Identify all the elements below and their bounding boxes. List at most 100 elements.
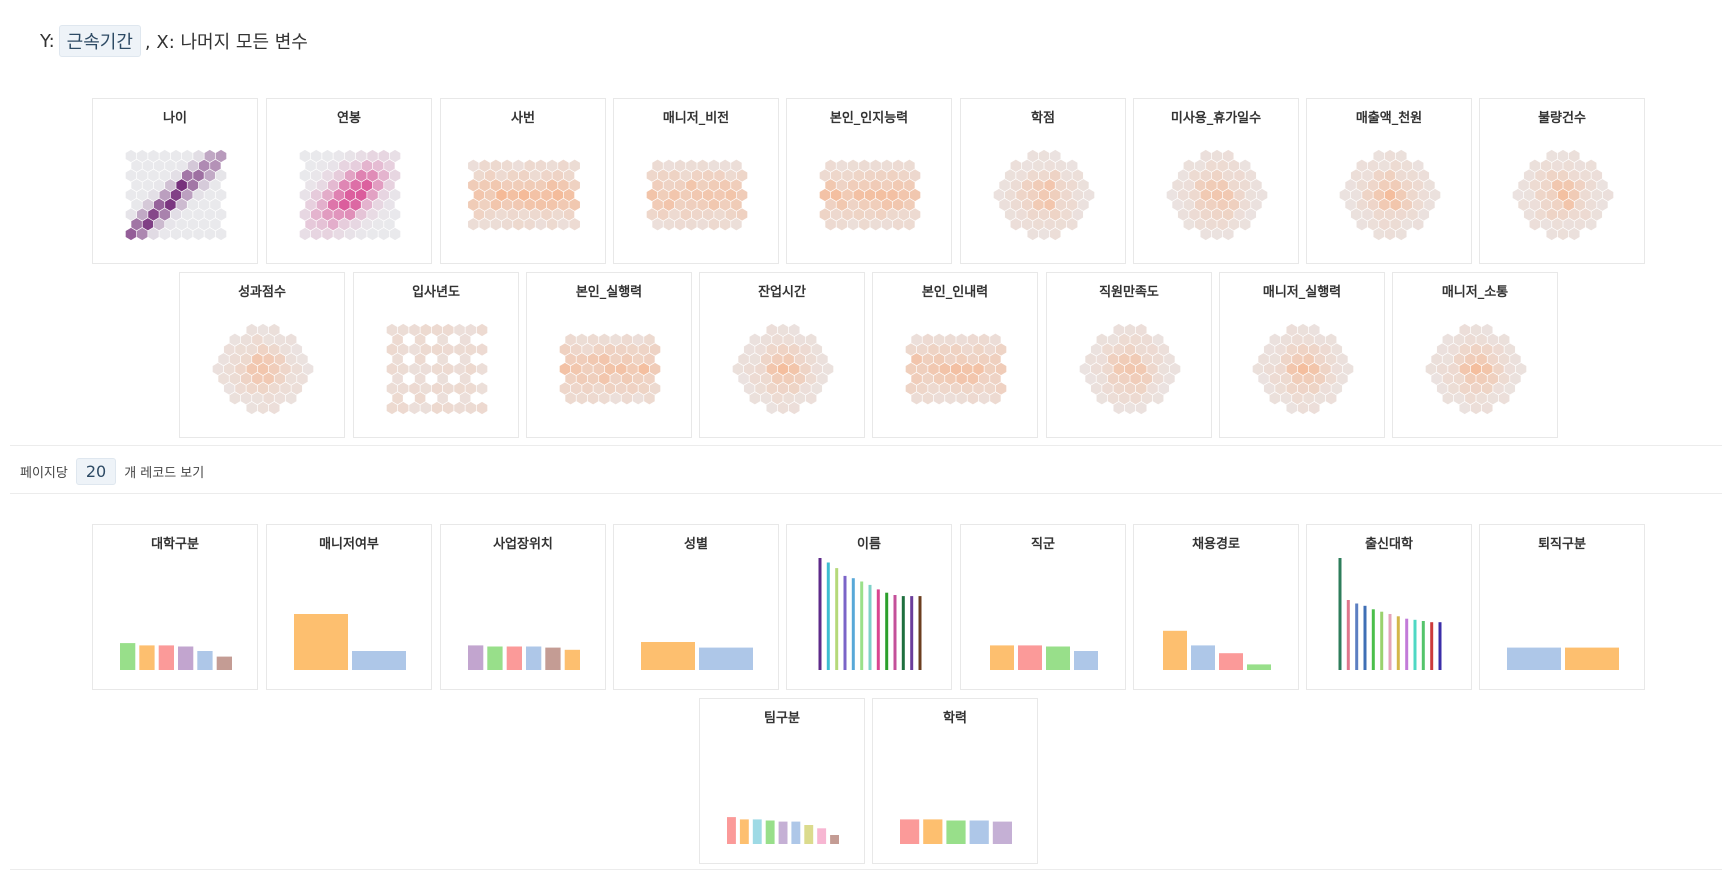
hexbin-chart-perf: 성과점수	[179, 272, 345, 438]
hexbin-plot	[1166, 149, 1268, 241]
hexbin-cell	[274, 353, 286, 366]
hexbin-cell	[1130, 372, 1141, 385]
hexbin-cell	[333, 149, 345, 163]
page-size-suffix: 개 레코드 보기	[124, 465, 205, 481]
hexbin-cell	[772, 392, 783, 405]
hexbin-cell	[1286, 323, 1298, 337]
hexbin-cell	[1194, 198, 1206, 211]
hexbin-cell	[621, 372, 633, 385]
hexbin-cell	[559, 362, 571, 376]
hexbin-chart-satisfaction: 직원만족도	[1046, 272, 1212, 438]
hexbin-cell	[507, 169, 519, 182]
hexbin-cell	[378, 169, 390, 182]
hexbin-chart-mgr_exec: 매니저_실행력	[1219, 272, 1385, 438]
hexbin-cell	[1297, 382, 1309, 395]
hexbin-cell	[148, 169, 159, 182]
hexbin-cell	[291, 382, 303, 395]
chart-title: 이름	[857, 537, 881, 552]
hexbin-cell	[911, 392, 922, 405]
hexbin-cell	[736, 188, 748, 202]
hexbin-cell	[697, 179, 708, 192]
hexbin-cell	[788, 343, 800, 356]
chart-title: 성과점수	[238, 285, 286, 300]
hexbin-cell	[1574, 198, 1586, 211]
hexbin-cell	[268, 401, 280, 415]
hexbin-cell	[1379, 159, 1390, 172]
hexbin-cell	[1217, 179, 1228, 192]
bar	[918, 596, 922, 670]
hexbin-cell	[702, 169, 714, 182]
hexbin-cell	[1297, 343, 1309, 356]
hexbin-cell	[367, 227, 378, 241]
hexbin-cell	[299, 227, 311, 241]
hexbin-cell	[187, 218, 199, 231]
hexbin-cell	[800, 362, 811, 376]
hexbin-cell	[1436, 382, 1448, 395]
hexbin-cell	[825, 159, 836, 172]
hexbin-cell	[669, 208, 680, 221]
hexbin-cell	[484, 169, 496, 182]
y-variable-chip[interactable]: 근속기간	[58, 25, 141, 57]
hexbin-cell	[389, 169, 401, 182]
hexbin-cell	[859, 218, 870, 231]
hexbin-cell	[1384, 227, 1396, 241]
chart-title: 채용경로	[1192, 537, 1240, 552]
hexbin-cell	[1563, 218, 1574, 231]
hexbin-cell	[582, 382, 593, 395]
hexbin-cell	[719, 159, 731, 172]
hexbin-cell	[1027, 149, 1039, 163]
hexbin-cell	[847, 198, 859, 211]
hexbin-chart-mgr_vision: 매니저_비전	[613, 98, 779, 264]
hexbin-cell	[1033, 218, 1044, 231]
hexbin-cell	[1320, 343, 1331, 356]
hexbin-cell	[1585, 179, 1597, 192]
hexbin-cell	[1200, 188, 1212, 202]
bar	[487, 646, 503, 670]
hexbin-cell	[1021, 179, 1033, 192]
hexbin-chart-self_exec: 본인_실행력	[526, 272, 692, 438]
hexbin-chart-self_cog: 본인_인지능력	[786, 98, 952, 264]
hexbin-cell	[1085, 353, 1096, 366]
hexbin-cell	[615, 362, 627, 376]
hexbin-cell	[1395, 227, 1407, 241]
hexbin-cell	[559, 382, 571, 395]
hexbin-cell	[1049, 227, 1061, 241]
hexbin-cell	[1033, 198, 1044, 211]
hexbin-cell	[638, 362, 650, 376]
hexbin-cell	[316, 218, 328, 231]
hexbin-cell	[131, 198, 142, 211]
hexbin-cell	[743, 343, 755, 356]
hexbin-cell	[198, 198, 210, 211]
hexbin-cell	[892, 218, 904, 231]
hexbin-cell	[1580, 208, 1591, 221]
hexbin-cell	[252, 392, 263, 405]
hexbin-cell	[1523, 169, 1535, 182]
hexbin-cell	[1135, 343, 1147, 356]
hexbin-cell	[1010, 159, 1022, 172]
hexbin-cell	[905, 382, 917, 395]
bar-plot	[1338, 558, 1442, 670]
hexbin-cell	[674, 218, 686, 231]
hexbin-cell	[473, 169, 485, 182]
hexbin-cell	[339, 198, 350, 211]
hexbin-cell	[732, 362, 744, 376]
hexbin-cell	[285, 333, 297, 346]
bar	[778, 821, 788, 844]
hexbin-cell	[576, 392, 588, 405]
hexbin-cell	[1211, 188, 1223, 202]
hexbin-cell	[367, 208, 378, 221]
page-size-input[interactable]: 20	[75, 457, 117, 485]
hexbin-cell	[1585, 159, 1597, 172]
hexbin-cell	[783, 333, 794, 346]
hexbin-cell	[204, 169, 216, 182]
hexbin-cell	[621, 333, 633, 346]
hexbin-cell	[950, 362, 962, 376]
hexbin-cell	[1222, 188, 1234, 202]
bar-plot	[641, 642, 753, 670]
hexbin-cell	[437, 353, 448, 366]
hexbin-cell	[1401, 218, 1413, 231]
hexbin-cell	[274, 372, 286, 385]
hexbin-cell	[766, 401, 778, 415]
hexbin-cell	[1085, 372, 1096, 385]
hexbin-cell	[465, 323, 477, 337]
